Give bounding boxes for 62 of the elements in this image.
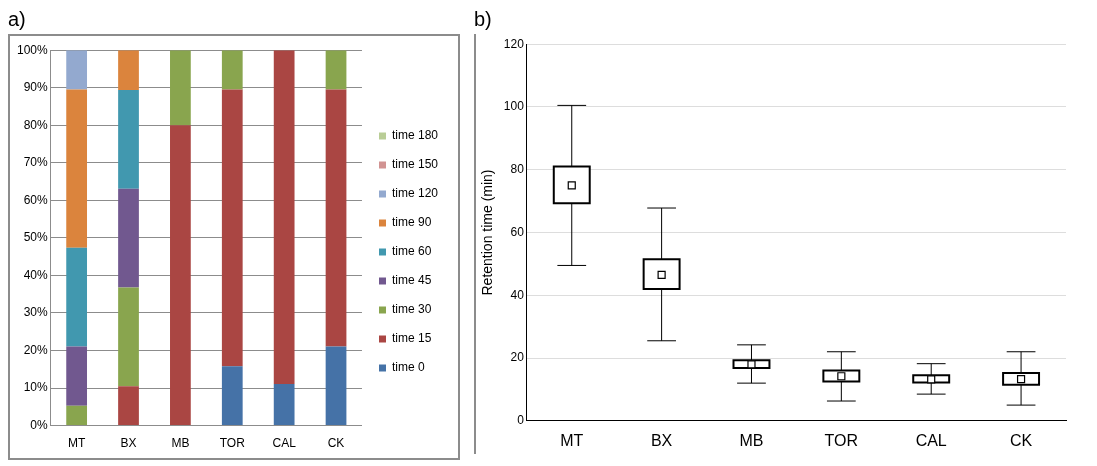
y-tick-label: 40% xyxy=(23,267,49,282)
bar xyxy=(66,50,88,90)
bar xyxy=(221,89,243,367)
bar xyxy=(221,50,243,90)
x-tick-label: MT xyxy=(560,431,584,449)
y-tick-label: 90% xyxy=(23,80,49,95)
x-tick-label: CK xyxy=(327,436,345,451)
y-tick-label: 60% xyxy=(23,192,49,207)
y-tick-label: 20 xyxy=(510,350,525,365)
y-tick-label: 30% xyxy=(23,305,49,320)
x-tick-label: TOR xyxy=(824,431,859,449)
y-tick-label: 0 xyxy=(517,413,525,428)
legend-label: time 90 xyxy=(391,215,432,230)
legend-label: time 45 xyxy=(391,273,432,288)
legend-label: time 60 xyxy=(391,244,432,259)
bar xyxy=(66,346,88,406)
legend-label: time 150 xyxy=(391,157,439,172)
bar xyxy=(118,386,139,426)
x-tick-label: CK xyxy=(1009,431,1033,449)
bar xyxy=(170,50,191,126)
y-tick-label: 20% xyxy=(23,342,49,357)
x-tick-label: CAL xyxy=(272,436,297,451)
y-tick-label: 40 xyxy=(510,287,525,302)
x-tick-label: MB xyxy=(739,431,764,449)
bar xyxy=(118,188,139,288)
x-tick-label: MT xyxy=(67,436,86,451)
y-tick-label: 80% xyxy=(23,117,49,132)
bar xyxy=(118,89,139,189)
legend-label: time 180 xyxy=(391,128,439,143)
bar xyxy=(273,383,295,426)
bar xyxy=(170,125,191,426)
y-tick-label: 80 xyxy=(510,162,525,177)
y-tick-label: 10% xyxy=(23,380,49,395)
y-tick-label: 0% xyxy=(30,417,49,432)
legend-label: time 120 xyxy=(391,186,439,201)
y-tick-label: 100 xyxy=(503,99,525,114)
x-tick-label: BX xyxy=(120,436,137,451)
chart-title: a) xyxy=(8,8,27,32)
x-tick-label: CAL xyxy=(915,431,947,449)
bar xyxy=(273,50,295,384)
y-tick-label: 50% xyxy=(23,230,49,245)
y-tick-label: 100% xyxy=(16,42,49,57)
bar xyxy=(325,50,347,90)
bar xyxy=(118,50,139,90)
x-tick-label: MB xyxy=(171,436,190,451)
y-tick-label: 120 xyxy=(503,36,525,51)
y-tick-label: 70% xyxy=(23,155,49,170)
bar xyxy=(118,287,139,387)
y-tick-label: 60 xyxy=(510,224,525,239)
x-tick-label: BX xyxy=(650,431,673,449)
legend-label: time 0 xyxy=(391,360,425,375)
bar xyxy=(325,346,347,426)
bar xyxy=(66,247,88,347)
bar xyxy=(221,366,243,426)
x-tick-label: TOR xyxy=(219,436,246,451)
chart-title: b) xyxy=(474,8,493,32)
y-axis-title: Retention time (min) xyxy=(479,169,496,296)
bar xyxy=(325,89,347,347)
legend-label: time 15 xyxy=(391,331,432,346)
legend-label: time 30 xyxy=(391,302,432,317)
bar xyxy=(66,89,88,248)
bar xyxy=(66,405,88,426)
